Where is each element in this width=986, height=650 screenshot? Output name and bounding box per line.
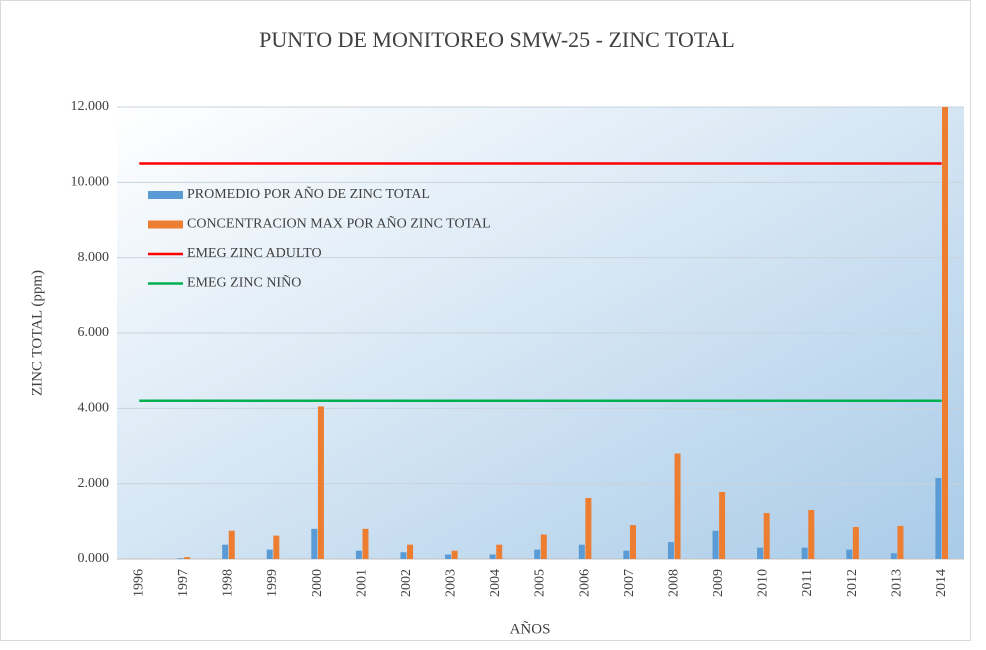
- x-tick-label: 2009: [711, 569, 726, 597]
- y-tick-label: 12.000: [71, 99, 110, 114]
- chart-title: PUNTO DE MONITOREO SMW-25 - ZINC TOTAL: [259, 27, 735, 52]
- x-tick-label: 2014: [934, 569, 949, 597]
- x-tick-label: 1999: [265, 569, 280, 597]
- bar: [623, 550, 630, 559]
- y-tick-label: 2.000: [78, 476, 110, 491]
- bar: [317, 406, 324, 559]
- bar: [712, 530, 719, 559]
- bar: [578, 544, 585, 559]
- x-tick-label: 2008: [666, 569, 681, 597]
- bar: [897, 525, 904, 559]
- bar: [852, 526, 859, 559]
- y-tick-label: 10.000: [71, 175, 110, 190]
- bar: [585, 497, 592, 559]
- x-tick-label: 2013: [889, 569, 904, 597]
- y-axis-label: ZINC TOTAL (ppm): [29, 270, 45, 396]
- x-tick-label: 2004: [488, 569, 503, 597]
- bar: [228, 530, 235, 559]
- x-tick-label: 1997: [176, 569, 191, 597]
- x-tick-label: 2003: [444, 569, 459, 597]
- y-tick-label: 4.000: [78, 401, 110, 416]
- y-tick-label: 8.000: [78, 250, 110, 265]
- bar: [629, 525, 636, 559]
- bar: [400, 552, 407, 559]
- bar: [890, 553, 897, 559]
- bar: [942, 107, 949, 559]
- bar: [540, 534, 547, 559]
- bar: [534, 549, 541, 559]
- y-tick-label: 6.000: [78, 325, 110, 340]
- bar: [177, 558, 184, 559]
- bar: [496, 544, 503, 559]
- x-tick-label: 2007: [622, 569, 637, 597]
- bar: [362, 528, 369, 559]
- legend-swatch: [148, 191, 183, 199]
- x-tick-label: 2002: [399, 569, 414, 597]
- bar: [407, 544, 414, 559]
- bar: [667, 542, 674, 559]
- x-axis-label: AÑOS: [510, 621, 551, 637]
- bar: [719, 491, 726, 559]
- bar: [489, 554, 496, 559]
- x-tick-label: 1996: [132, 569, 147, 597]
- legend-label: PROMEDIO POR AÑO DE ZINC TOTAL: [187, 186, 430, 202]
- legend-label: CONCENTRACION MAX POR AÑO ZINC TOTAL: [187, 216, 491, 232]
- bar: [935, 478, 942, 559]
- y-tick-label: 0.000: [78, 551, 110, 566]
- legend-label: EMEG ZINC ADULTO: [187, 246, 322, 261]
- legend-label: EMEG ZINC NIÑO: [187, 275, 301, 291]
- bar: [222, 544, 229, 559]
- bar: [808, 510, 815, 559]
- bar: [184, 557, 191, 559]
- x-tick-label: 1998: [221, 569, 236, 597]
- bar: [674, 453, 681, 559]
- bar: [763, 513, 770, 559]
- x-tick-label: 2001: [354, 569, 369, 597]
- bar: [451, 550, 458, 559]
- legend-swatch: [148, 220, 183, 229]
- bar: [757, 547, 764, 559]
- x-tick-label: 2005: [533, 569, 548, 597]
- x-tick-label: 2011: [800, 569, 815, 596]
- bar: [801, 547, 808, 559]
- bar: [445, 554, 452, 559]
- x-tick-label: 2010: [756, 569, 771, 597]
- bar: [311, 528, 318, 559]
- bar: [273, 535, 280, 559]
- x-tick-label: 2000: [310, 569, 325, 597]
- bar: [266, 549, 273, 559]
- bar: [846, 549, 853, 559]
- x-tick-label: 2012: [845, 569, 860, 597]
- x-tick-label: 2006: [577, 569, 592, 597]
- bar: [355, 550, 362, 559]
